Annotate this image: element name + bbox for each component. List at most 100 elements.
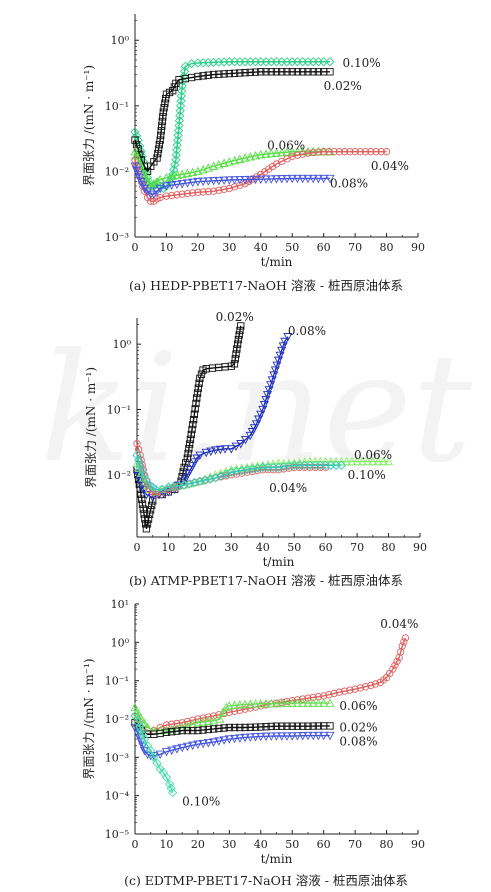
data-point: [304, 722, 312, 730]
series-0.04%: [131, 634, 410, 735]
data-point: [133, 718, 143, 728]
data-point: [271, 699, 282, 708]
data-point: [153, 154, 161, 162]
data-point: [149, 178, 159, 188]
data-point: [233, 345, 241, 353]
y-tick-label: 10⁻⁴: [105, 790, 130, 803]
y-tick-label: 10⁻²: [105, 713, 129, 726]
data-point: [319, 57, 329, 67]
data-point: [158, 117, 166, 126]
data-point: [177, 180, 187, 189]
data-point: [162, 95, 170, 103]
data-point: [230, 155, 240, 165]
data-point: [136, 451, 144, 459]
y-tick-label: 10⁻⁵: [105, 828, 129, 841]
data-point: [175, 106, 185, 116]
data-point: [367, 681, 375, 690]
data-point: [283, 722, 291, 730]
data-point: [177, 86, 187, 96]
data-point: [158, 122, 166, 130]
data-point: [326, 722, 334, 730]
data-point: [199, 714, 207, 722]
data-point: [188, 741, 198, 751]
data-point: [309, 722, 317, 730]
series-annotation: 0.04%: [380, 617, 418, 631]
data-point: [171, 155, 181, 165]
data-point: [287, 174, 297, 184]
data-point: [325, 57, 335, 67]
data-point: [224, 701, 234, 710]
data-point: [209, 177, 219, 186]
data-point: [194, 72, 202, 81]
data-point: [214, 737, 224, 746]
data-point: [164, 485, 173, 494]
data-point: [154, 149, 162, 158]
series-0.10%: [130, 711, 178, 798]
x-tick-label: 0: [132, 241, 139, 254]
data-point: [135, 721, 145, 732]
x-tick-label: 70: [348, 241, 362, 254]
data-point: [256, 732, 266, 742]
data-point: [198, 717, 208, 726]
data-point: [149, 752, 159, 762]
data-point: [215, 186, 223, 194]
data-point: [210, 473, 221, 483]
data-point: [261, 168, 269, 176]
data-point: [346, 148, 354, 156]
x-tick-label: 10: [159, 241, 173, 254]
data-point: [178, 719, 186, 727]
series-0.10%: [132, 450, 347, 495]
data-point: [162, 192, 171, 200]
data-point: [351, 685, 359, 693]
data-point: [268, 162, 277, 171]
data-point: [340, 148, 349, 156]
data-point: [137, 726, 145, 735]
x-tick-label: 90: [411, 241, 425, 254]
data-point: [247, 464, 257, 474]
data-point: [282, 732, 292, 741]
data-point: [193, 177, 203, 187]
data-point: [188, 189, 197, 197]
data-point: [188, 726, 197, 735]
series-annotation: 0.02%: [339, 721, 377, 735]
data-point: [215, 724, 223, 733]
data-point: [178, 726, 186, 735]
data-point: [277, 147, 287, 157]
data-point: [197, 370, 206, 378]
data-point: [224, 176, 234, 185]
data-point: [308, 731, 318, 741]
series-line: [134, 150, 387, 203]
data-point: [154, 145, 163, 153]
data-point: [146, 745, 156, 756]
data-point: [203, 739, 213, 748]
data-point: [134, 145, 142, 153]
data-point: [183, 717, 192, 726]
data-point: [293, 151, 302, 159]
data-point: [132, 450, 142, 460]
data-point: [209, 187, 218, 195]
data-point: [235, 700, 245, 709]
data-point: [240, 435, 251, 445]
data-point: [257, 170, 265, 179]
data-point: [230, 700, 240, 710]
data-point: [298, 698, 308, 707]
y-axis-label: 界面张力 /(mN · m⁻¹): [82, 65, 96, 186]
data-point: [314, 722, 323, 730]
series-line: [134, 715, 174, 793]
y-tick-label: 10⁻³: [105, 751, 129, 764]
data-point: [308, 174, 318, 184]
data-point: [176, 96, 186, 106]
data-point: [272, 68, 281, 76]
data-point: [159, 113, 167, 121]
data-point: [367, 148, 375, 156]
data-point: [400, 638, 408, 646]
caption-a: (a) HEDP-PBET17-NaOH 溶液 - 桩西原油体系: [129, 278, 403, 293]
data-point: [177, 169, 187, 179]
data-point: [241, 180, 249, 188]
data-point: [152, 758, 162, 768]
data-point: [190, 478, 199, 487]
data-point: [230, 723, 239, 732]
data-point: [351, 148, 359, 156]
data-point: [320, 148, 328, 156]
data-point: [195, 379, 203, 387]
